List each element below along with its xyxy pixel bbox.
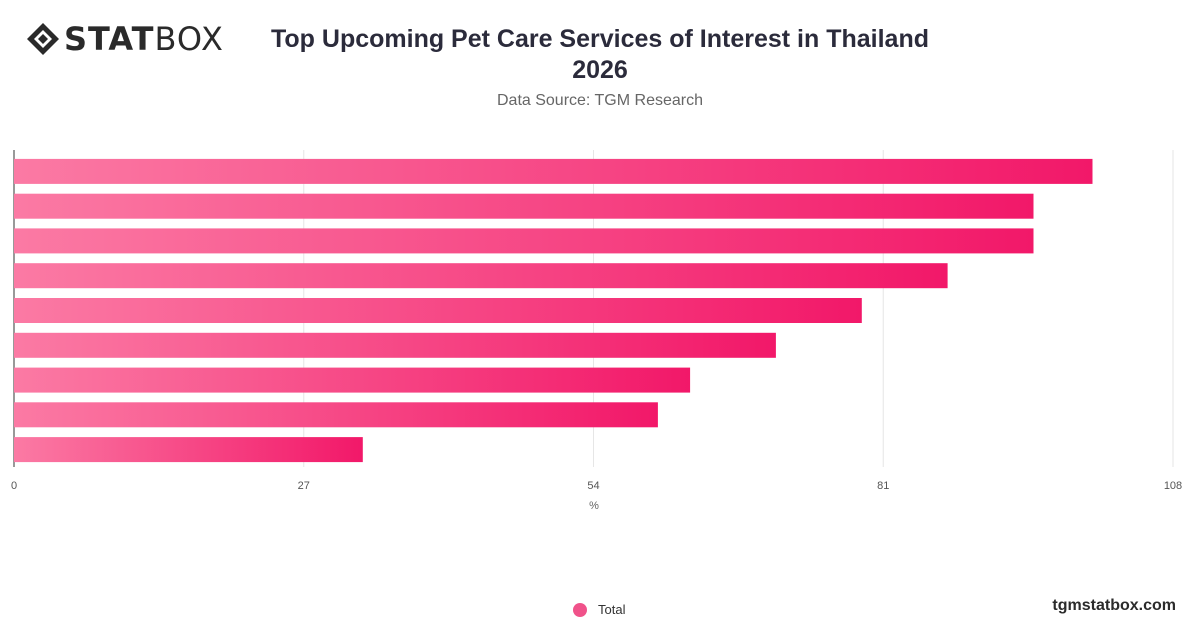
bar[interactable] (14, 193, 1034, 219)
chart-subtitle: Data Source: TGM Research (496, 92, 703, 109)
legend-label-total: Total (598, 602, 626, 617)
bar[interactable] (14, 367, 691, 393)
legend-marker (573, 602, 587, 617)
x-tick-label: 27 (298, 480, 310, 492)
bar[interactable] (14, 298, 862, 323)
bar[interactable] (14, 332, 776, 358)
x-tick-label: 108 (1164, 480, 1182, 492)
bar[interactable] (14, 263, 948, 289)
brand-wordmark: STATBOX (64, 23, 224, 55)
x-axis-ticks: 0 27 54 81 108 (11, 480, 1182, 492)
chart-title: Top Upcoming Pet Care Services of Intere… (270, 25, 929, 84)
bar[interactable] (14, 402, 658, 428)
brand-wordmark-bold: STAT (64, 20, 155, 58)
bar[interactable] (14, 158, 1093, 184)
bar[interactable] (14, 228, 1034, 254)
chart-legend[interactable]: Total (573, 602, 625, 617)
x-tick-label: 54 (587, 480, 599, 492)
x-tick-label: 0 (11, 480, 17, 492)
brand-wordmark-light: BOX (154, 20, 224, 58)
bar[interactable] (14, 437, 363, 463)
bar-chart: 0 27 54 81 108 % (11, 150, 1182, 512)
bar-series-total (14, 158, 1093, 463)
watermark: tgmstatbox.com (1052, 597, 1176, 614)
brand-logo: STATBOX (26, 22, 224, 56)
statbox-diamond-icon (27, 23, 59, 55)
x-axis-label: % (589, 500, 599, 512)
x-tick-label: 81 (877, 480, 889, 492)
